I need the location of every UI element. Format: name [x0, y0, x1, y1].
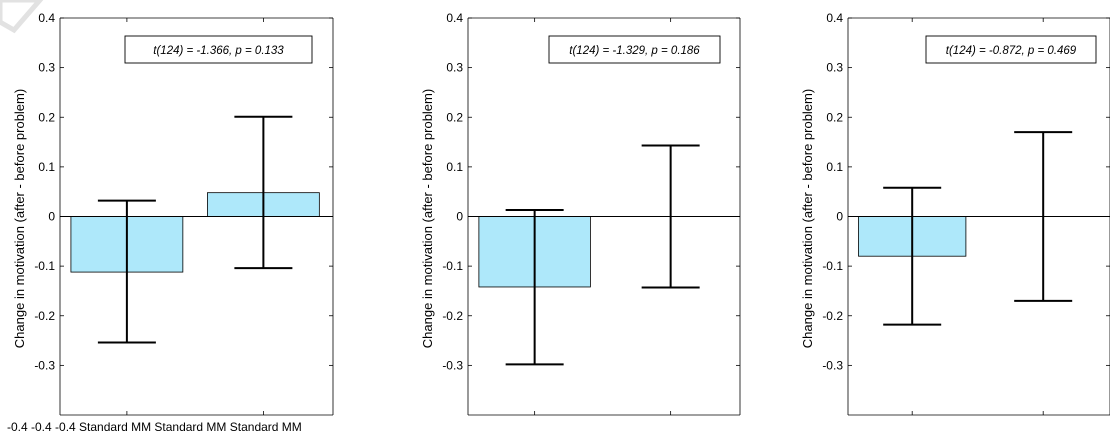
watermark-mark — [0, 0, 44, 34]
stats-annotation-box — [548, 35, 721, 64]
y-tick-label: -0.1 — [34, 259, 55, 273]
y-tick-label: 0.4 — [38, 11, 55, 25]
y-tick-label: 0.1 — [38, 160, 55, 174]
y-tick-label: 0.4 — [446, 11, 463, 25]
error-bar-mm — [1014, 131, 1073, 302]
y-tick-label: -0.3 — [442, 358, 463, 372]
y-tick-label: 0.3 — [446, 61, 463, 75]
y-tick-label: 0.2 — [38, 110, 55, 124]
y-tick-label: -0.3 — [34, 358, 55, 372]
stats-annotation: t(124) = -0.872, p = 0.469 — [925, 35, 1097, 64]
y-tick-label: 0.2 — [826, 110, 843, 124]
y-tick-label: 0.3 — [38, 61, 55, 75]
y-axis-label: Change in motivation (after - before pro… — [12, 89, 27, 348]
error-bar-standard — [97, 199, 156, 344]
y-tick-label: -0.1 — [442, 259, 463, 273]
y-tick-label: 0.1 — [826, 160, 843, 174]
chart-panel-3: -0.3 -0.2 -0.1 0 0.1 0.2 0.3 0.4 Change in motiv… — [800, 11, 1110, 416]
y-tick-label: -0.2 — [822, 309, 843, 323]
chart-panel-2: -0.3 -0.2 -0.1 0 0.1 0.2 0.3 0.4 Change in motiv… — [420, 11, 741, 416]
stats-annotation: t(124) = -1.329, p = 0.186 — [548, 35, 721, 64]
y-tick-label: -0.2 — [34, 309, 55, 323]
y-axis-label: Change in motivation (after - before pro… — [800, 89, 815, 348]
stats-annotation-text: t(124) = -1.329, p = 0.186 — [569, 45, 700, 57]
y-tick-label: 0 — [836, 210, 843, 224]
stats-annotation-text: t(124) = -0.872, p = 0.469 — [946, 45, 1077, 57]
stats-annotation-text: t(124) = -1.366, p = 0.133 — [153, 45, 284, 57]
error-bar-mm — [641, 144, 700, 289]
error-bar-mm — [234, 115, 293, 270]
x-tick-labels: -0.4 -0.4 -0.4 Standard MM Standard MM S… — [7, 420, 302, 432]
y-tick-label: -0.1 — [822, 259, 843, 273]
stats-annotation-box — [925, 35, 1097, 64]
y-tick-label: 0 — [48, 210, 55, 224]
stats-annotation: t(124) = -1.366, p = 0.133 — [124, 35, 313, 64]
y-axis-label: Change in motivation (after - before pro… — [420, 89, 435, 348]
y-tick-label: 0 — [456, 210, 463, 224]
error-bar-standard — [505, 209, 564, 366]
y-tick-label: 0.1 — [446, 160, 463, 174]
y-tick-label: 0.3 — [826, 61, 843, 75]
y-tick-label: -0.2 — [442, 309, 463, 323]
stats-annotation-box — [124, 35, 313, 64]
y-tick-label: 0.2 — [446, 110, 463, 124]
y-tick-label: -0.3 — [822, 358, 843, 372]
y-tick-label: 0.4 — [826, 11, 843, 25]
error-bar-standard — [883, 186, 942, 326]
chart-panel-1: -0.3 -0.2 -0.1 0 0.1 0.2 0.3 0.4 Change in motiv… — [7, 11, 334, 432]
